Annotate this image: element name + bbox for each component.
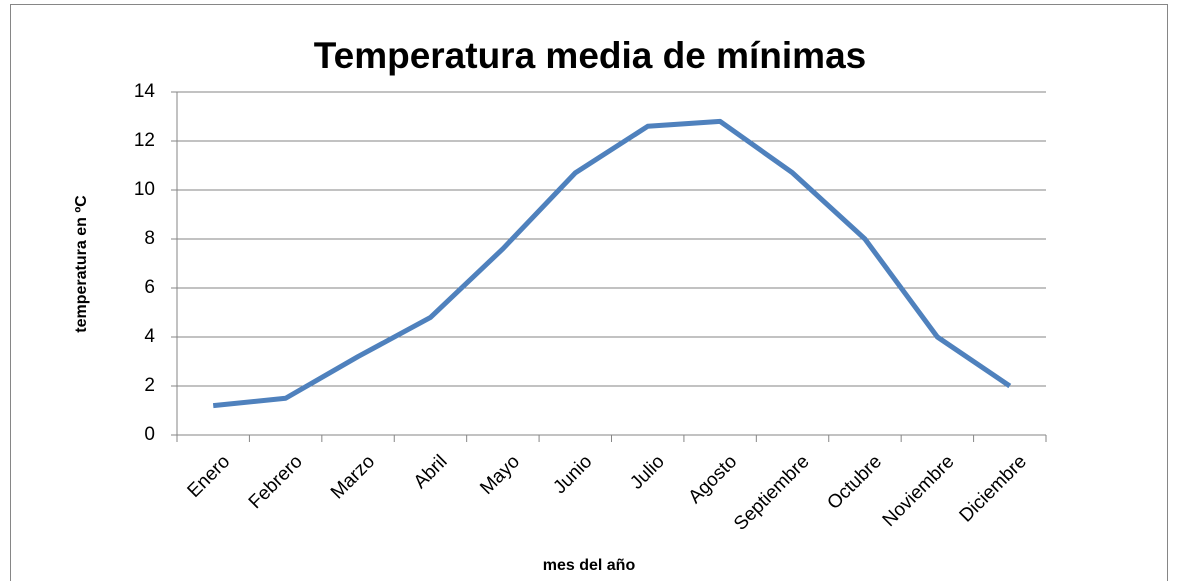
chart-frame xyxy=(10,4,1168,581)
y-axis-label: temperatura en ºC xyxy=(73,195,90,333)
y-tick-label: 10 xyxy=(134,179,155,200)
y-tick-label: 14 xyxy=(134,81,156,102)
y-tick-label: 2 xyxy=(144,375,155,396)
y-tick-label: 4 xyxy=(144,326,155,347)
y-tick-label: 0 xyxy=(144,424,155,445)
x-axis-label: mes del año xyxy=(543,557,636,574)
line xyxy=(212,118,1012,409)
y-tick-label: 8 xyxy=(144,228,155,249)
y-tick-label: 12 xyxy=(134,130,155,151)
chart-title: Temperatura media de mínimas xyxy=(314,35,866,76)
y-tick-label: 6 xyxy=(144,277,155,298)
